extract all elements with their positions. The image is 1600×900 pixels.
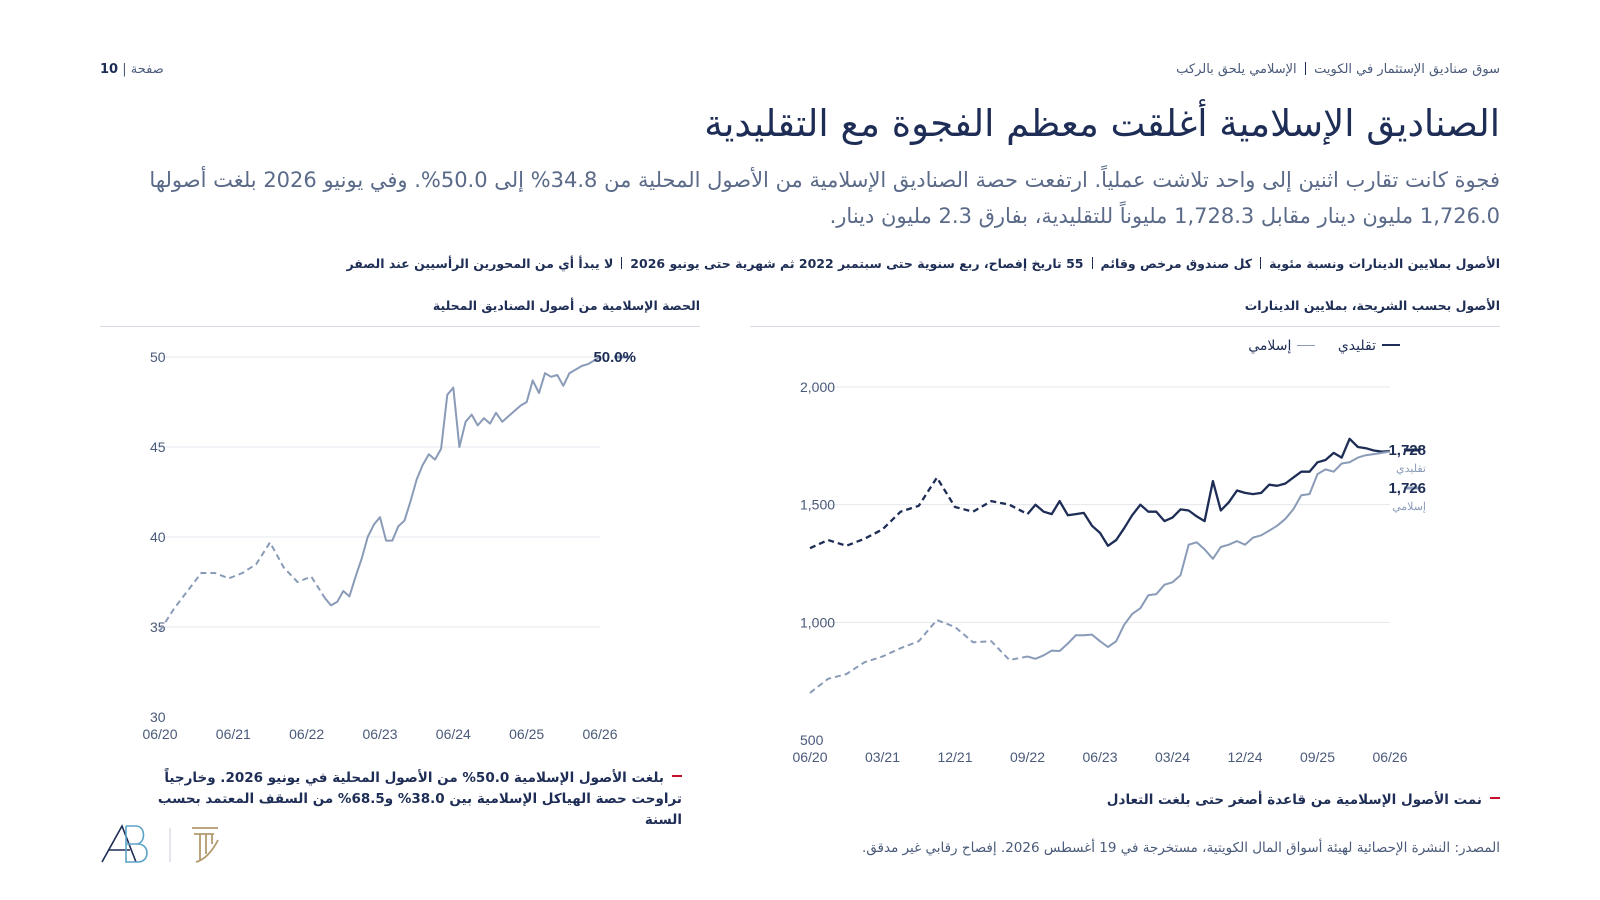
series-end-sublabel: تقليدي (1396, 463, 1426, 475)
right-panel-note: نمت الأصول الإسلامية من قاعدة أصغر حتى ب… (1107, 790, 1500, 811)
meta-separator (1260, 257, 1262, 269)
series-line (324, 356, 601, 607)
x-tick-label: 06/24 (436, 726, 471, 742)
x-tick-label: 09/22 (1010, 749, 1045, 765)
y-tick-label: 30 (150, 709, 166, 725)
meta-coverage: كل صندوق مرخص وقائم (1100, 256, 1253, 271)
assets-line-chart: 500 1,000 1,500 2,000 06/20 03/21 12/21 09/22 06… (792, 379, 1426, 765)
page-indicator: صفحة | 10 (100, 62, 164, 77)
x-tick-label: 06/23 (362, 726, 397, 742)
series-line-dashed (159, 541, 326, 632)
x-tick-label: 06/20 (792, 749, 827, 765)
x-tick-label: 06/26 (1372, 749, 1407, 765)
brand-logo-icon (101, 824, 219, 863)
series-end-label: 50.0% (593, 349, 636, 366)
x-tick-label: 06/25 (509, 726, 544, 742)
right-panel-title: الأصول بحسب الشريحة، بملايين الدينارات (1244, 298, 1500, 313)
breadcrumb-separator (1304, 62, 1307, 75)
x-tick-label: 06/21 (216, 726, 251, 742)
left-panel-note-text: بلغت الأصول الإسلامية 50.0% من الأصول ال… (157, 770, 682, 828)
series-line-dashed (809, 476, 1029, 550)
page-number: 10 (100, 62, 119, 77)
breadcrumb-topic: الإسلامي يلحق بالركب (1176, 62, 1297, 77)
breadcrumb-section: سوق صناديق الإستثمار في الكويت (1314, 62, 1500, 77)
breadcrumb: سوق صناديق الإستثمار في الكويت الإسلامي ي… (1176, 62, 1500, 77)
series-end-label: 1,728 (1388, 442, 1426, 459)
meta-separator (1091, 257, 1093, 269)
y-tick-label: 2,000 (800, 379, 835, 395)
note-dash (672, 775, 682, 777)
legend-label-islamic: إسلامي (1248, 338, 1292, 354)
x-tick-label: 03/24 (1155, 749, 1190, 765)
y-tick-label: 1,500 (800, 497, 835, 513)
meta-strip: الأصول بملايين الدينارات ونسبة مئوية كل ص… (346, 256, 1500, 271)
meta-separator (621, 257, 623, 269)
meta-units: الأصول بملايين الدينارات ونسبة مئوية (1269, 256, 1500, 271)
legend-label-conventional: تقليدي (1337, 338, 1376, 354)
share-line-chart: 30 35 40 45 50 06/20 06/21 06/22 06/23 06/24 06/25… (142, 349, 636, 742)
page-label: صفحة (130, 62, 164, 77)
y-tick-label: 40 (150, 529, 166, 545)
legend-swatch-islamic (1297, 344, 1316, 346)
meta-axis-note: لا يبدأ أي من المحورين الرأسيين عند الصف… (346, 256, 614, 271)
x-tick-label: 09/25 (1300, 749, 1335, 765)
x-tick-label: 06/20 (142, 726, 177, 742)
left-panel-title: الحصة الإسلامية من أصول الصناديق المحلية (432, 298, 700, 313)
series-line-dashed (809, 619, 1028, 694)
x-tick-label: 12/21 (937, 749, 972, 765)
x-tick-label: 06/26 (582, 726, 617, 742)
chart-gridlines (810, 386, 1390, 623)
series-line (1026, 437, 1391, 547)
y-tick-label: 500 (800, 732, 824, 748)
y-tick-label: 50 (150, 349, 166, 365)
series-line (1027, 450, 1391, 660)
legend-item-islamic: إسلامي (1248, 338, 1316, 354)
page-title: الصناديق الإسلامية أغلقت معظم الفجوة مع … (704, 102, 1500, 145)
right-panel-note-text: نمت الأصول الإسلامية من قاعدة أصغر حتى ب… (1106, 792, 1482, 808)
x-tick-label: 03/21 (865, 749, 900, 765)
legend-swatch-conventional (1382, 344, 1400, 346)
y-tick-label: 1,000 (800, 614, 835, 630)
chart-legend: تقليدي إسلامي (1230, 338, 1400, 354)
source-note: المصدر: النشرة الإحصائية لهيئة أسواق الم… (862, 840, 1500, 856)
meta-frequency: 55 تاريخ إفصاح، ربع سنوية حتى سبتمبر 202… (630, 256, 1084, 271)
legend-item-conventional: تقليدي (1338, 338, 1400, 354)
left-panel-note: بلغت الأصول الإسلامية 50.0% من الأصول ال… (122, 768, 682, 831)
series-end-label: 1,726 (1388, 480, 1426, 497)
note-dash (1490, 797, 1500, 799)
page-subtitle: فجوة كانت تقارب اثنين إلى واحد تلاشت عمل… (149, 168, 1500, 228)
x-tick-label: 06/22 (289, 726, 324, 742)
right-panel-rule (750, 326, 1500, 327)
x-tick-label: 06/23 (1082, 749, 1117, 765)
logo-group (100, 822, 230, 870)
series-end-sublabel: إسلامي (1392, 501, 1426, 513)
y-tick-label: 45 (150, 439, 166, 455)
left-panel-rule (100, 326, 700, 327)
x-tick-label: 12/24 (1227, 749, 1262, 765)
chart-gridlines (160, 356, 600, 628)
y-tick-label: 35 (150, 619, 166, 635)
